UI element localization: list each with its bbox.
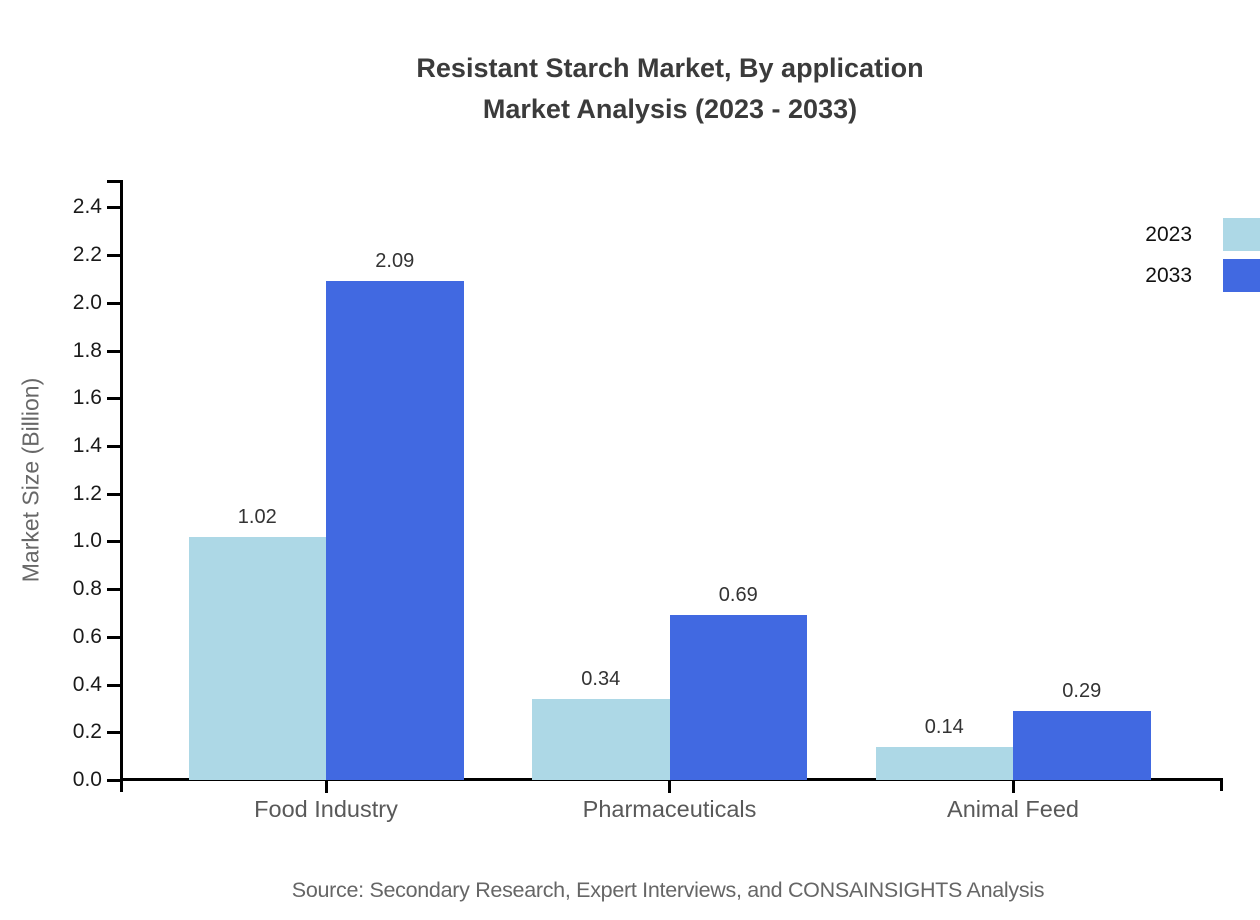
y-tick — [107, 301, 120, 305]
bar-value-label: 0.29 — [1062, 679, 1102, 702]
legend-item-2023: 2023 — [1138, 218, 1260, 251]
legend-item-2033: 2033 — [1138, 259, 1260, 292]
y-tick — [107, 683, 120, 687]
y-tick-label: 1.0 — [72, 529, 102, 553]
bar-2033-2 — [1013, 710, 1151, 780]
y-tick-label: 0.4 — [72, 672, 102, 696]
bar-2033-1 — [669, 615, 807, 780]
source-note: Source: Secondary Research, Expert Inter… — [291, 878, 1045, 902]
legend-label: 2033 — [1145, 263, 1192, 287]
x-tick — [324, 780, 328, 793]
y-tick-label: 2.2 — [72, 243, 102, 267]
y-tick — [107, 779, 120, 782]
y-tick-label: 1.4 — [72, 433, 102, 457]
legend-swatch — [1223, 259, 1260, 292]
y-axis-line — [120, 180, 123, 792]
bar-2023-1 — [532, 698, 670, 780]
y-tick-label: 0.2 — [72, 720, 102, 744]
bar-value-label: 0.14 — [924, 715, 964, 738]
y-tick-label: 0.8 — [72, 577, 102, 601]
legend-label: 2023 — [1145, 222, 1192, 246]
bar-2033-0 — [326, 281, 464, 780]
bar-value-label: 1.02 — [237, 505, 277, 528]
y-tick — [107, 731, 120, 735]
y-tick-label: 1.6 — [72, 386, 102, 410]
y-tick — [107, 635, 120, 639]
y-axis-end-cap — [107, 180, 120, 183]
y-tick-label: 0.0 — [72, 768, 102, 791]
legend: 2023 2033 — [1138, 218, 1260, 300]
y-tick — [107, 540, 120, 544]
y-tick — [107, 397, 120, 401]
y-tick — [107, 254, 120, 258]
y-tick — [107, 206, 120, 210]
y-tick — [107, 349, 120, 353]
y-tick — [107, 492, 120, 496]
legend-swatch — [1223, 218, 1260, 251]
x-tick — [668, 780, 671, 793]
x-category-label: Food Industry — [254, 796, 398, 822]
y-tick-label: 2.0 — [72, 290, 102, 314]
bar-2023-2 — [875, 746, 1013, 780]
chart-title-line2: Market Analysis (2023 - 2033) — [482, 94, 858, 124]
y-tick — [107, 444, 120, 448]
x-axis-end-cap — [1220, 778, 1223, 791]
x-tick — [1011, 780, 1015, 793]
x-category-label: Pharmaceuticals — [582, 796, 757, 822]
y-tick-label: 0.6 — [72, 624, 102, 648]
chart-title-line1: Resistant Starch Market, By application — [416, 53, 924, 83]
y-tick-label: 2.4 — [72, 195, 102, 219]
y-tick-label: 1.8 — [72, 338, 102, 362]
x-category-label: Animal Feed — [947, 796, 1079, 822]
chart-title: Resistant Starch Market, By application … — [80, 48, 1260, 130]
y-tick-label: 1.2 — [72, 481, 102, 505]
bar-value-label: 0.34 — [581, 667, 621, 690]
bar-2023-0 — [188, 536, 326, 780]
y-tick — [107, 588, 120, 592]
bar-value-label: 2.09 — [375, 250, 415, 273]
bar-value-label: 0.69 — [718, 584, 758, 607]
